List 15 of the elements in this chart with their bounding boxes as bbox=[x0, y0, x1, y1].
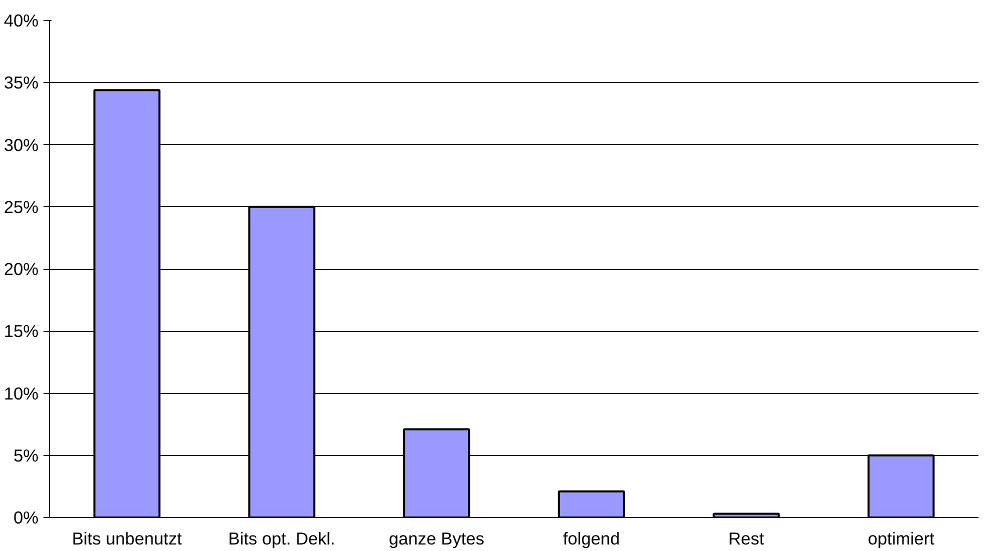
y-tick-label: 30% bbox=[4, 134, 39, 155]
x-tick-label: Bits unbenutzt bbox=[72, 528, 182, 548]
y-tick-label: 20% bbox=[4, 259, 39, 279]
x-tick-label: folgend bbox=[562, 528, 620, 548]
x-tick-label: Rest bbox=[728, 528, 764, 548]
y-tick-label: 10% bbox=[4, 383, 39, 404]
y-tick-label: 5% bbox=[13, 445, 38, 466]
y-tick-label: 15% bbox=[4, 321, 39, 342]
y-tick-label: 40% bbox=[4, 10, 39, 30]
y-tick-label: 25% bbox=[4, 196, 39, 217]
y-tick-label: 35% bbox=[4, 72, 39, 93]
x-tick-label: optimiert bbox=[868, 528, 934, 548]
x-tick-label: Bits opt. Dekl. bbox=[228, 528, 336, 548]
x-tick-label: ganze Bytes bbox=[388, 528, 485, 548]
y-tick-label: 0% bbox=[13, 508, 38, 528]
